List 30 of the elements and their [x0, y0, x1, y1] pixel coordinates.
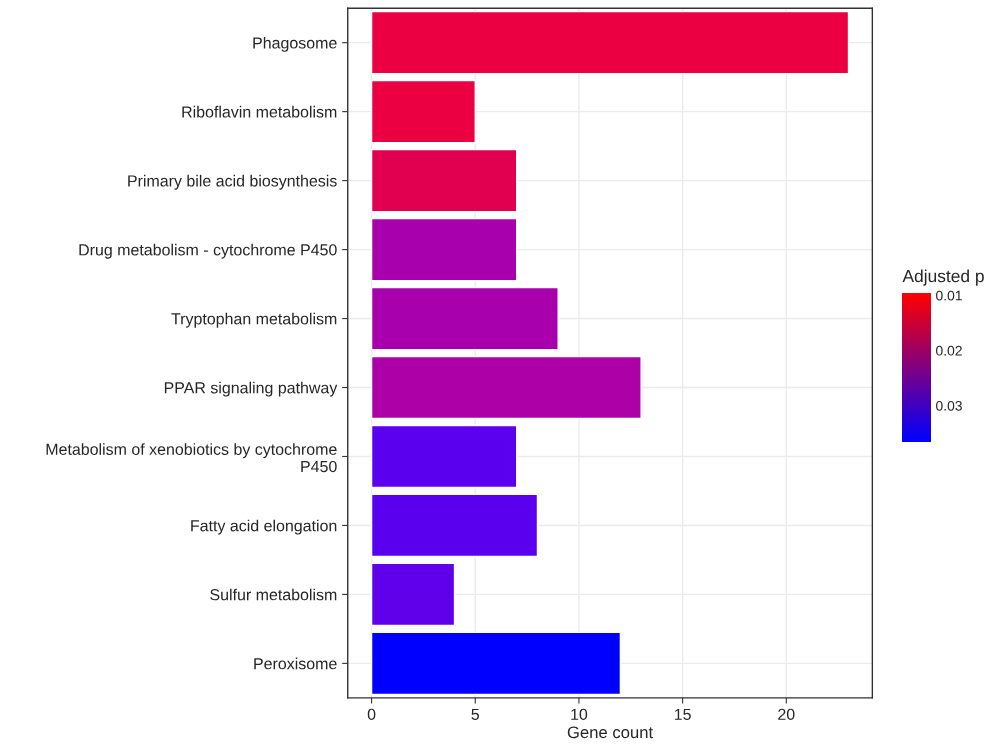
y-tick-label: Sulfur metabolism	[210, 588, 337, 601]
x-tick-label: 5	[471, 708, 480, 721]
color-bar-label: 0.03	[936, 400, 962, 411]
bar	[370, 424, 518, 489]
bar	[370, 631, 622, 696]
bar	[370, 148, 518, 213]
y-tick-label: Phagosome	[253, 36, 337, 52]
y-tick-label: Drug metabolism - cytochrome P450	[79, 243, 337, 259]
y-tick-label: Tryptophan metabolism	[171, 312, 337, 328]
bar	[370, 79, 476, 144]
x-tick-label: 20	[778, 708, 795, 721]
color-bar-label: 0.01	[936, 290, 962, 301]
bar	[370, 493, 539, 558]
bar	[370, 10, 850, 75]
color-bar-label: 0.02	[936, 345, 962, 356]
x-axis-title: Gene count	[567, 726, 653, 739]
x-tick-label: 15	[674, 708, 691, 721]
y-tick-label: PPAR signaling pathway	[164, 381, 338, 397]
bar	[370, 355, 642, 420]
x-tick-label: 10	[571, 708, 588, 721]
y-tick-label: Fatty acid elongation	[191, 519, 337, 535]
color-bar-title: Adjusted p	[902, 269, 984, 286]
y-tick-label: Peroxisome	[254, 657, 337, 670]
y-tick-label: Primary bile acid biosynthesis	[128, 174, 337, 190]
bar	[370, 562, 456, 627]
x-tick-label: 0	[367, 708, 376, 721]
bar	[370, 217, 518, 282]
y-tick-label: Metabolism of xenobiotics by cytochrome P450	[46, 443, 337, 473]
bar	[370, 286, 559, 351]
y-tick-label: Riboflavin metabolism	[182, 105, 337, 118]
